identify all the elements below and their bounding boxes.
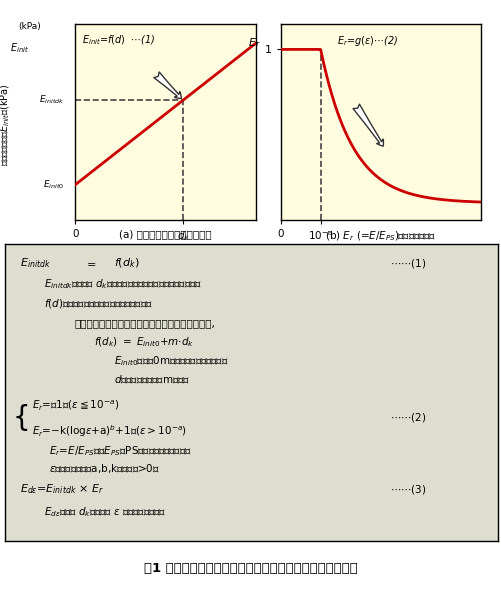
Text: $E_r$: $E_r$ [248,36,261,51]
Text: $E_{initdk}$: $E_{initdk}$ [39,94,64,107]
Text: 図1 基礎地盤の非線形弾性特性を考慮した応力変形解析法: 図1 基礎地盤の非線形弾性特性を考慮した応力変形解析法 [144,562,357,575]
Text: $E_{initdk}$: $E_{initdk}$ [20,256,51,270]
Text: $E_{init}$=$f(d)$  $\cdots$(1): $E_{init}$=$f(d)$ $\cdots$(1) [82,34,156,47]
Text: $\cdots\cdots$(3): $\cdots\cdots$(3) [390,483,426,496]
Text: $d$：深度　　　　　m：定数: $d$：深度 m：定数 [114,373,189,386]
Text: (kPa): (kPa) [19,22,42,32]
Text: $\cdots\cdots$(2): $\cdots\cdots$(2) [390,412,426,424]
Text: 図中には最も簡単な直線近似例を示す。この場合,: 図中には最も簡単な直線近似例を示す。この場合, [74,318,215,328]
Text: $\cdots\cdots$(1): $\cdots\cdots$(1) [390,257,426,270]
Text: 初期弾性係数　$E_{init}$　(kPa): 初期弾性係数 $E_{init}$ (kPa) [0,84,12,166]
Text: $E_{initdk}$　：深度 $d_k$における地盤の初期（盛立前）弾性係数: $E_{initdk}$ ：深度 $d_k$における地盤の初期（盛立前）弾性係数 [45,277,202,291]
Text: $\varepsilon$：ひずみ　　　a,b,k：定数（>0）: $\varepsilon$：ひずみ a,b,k：定数（>0） [50,462,160,475]
Text: $E_{init0}$：深度0mでの地盤の初期弾性係数: $E_{init0}$：深度0mでの地盤の初期弾性係数 [114,355,228,368]
Text: $f(d_k)$: $f(d_k)$ [114,256,139,270]
Text: $f(d)$　：原位置試験結果から得た近似関数: $f(d)$ ：原位置試験結果から得た近似関数 [45,297,153,310]
X-axis label: $10^{-a}$  ひずみ  $\varepsilon$: $10^{-a}$ ひずみ $\varepsilon$ [351,243,411,255]
Text: $E_{init0}$: $E_{init0}$ [43,178,64,191]
Text: (b) $E_r$ (=$E$/$E_{PS}$)とひずみの関係: (b) $E_r$ (=$E$/$E_{PS}$)とひずみの関係 [325,229,436,243]
Text: $=$: $=$ [84,258,96,268]
Text: $E_{d\varepsilon}$=$E_{initdk}$ $\times$ $E_r$: $E_{d\varepsilon}$=$E_{initdk}$ $\times$… [20,483,104,496]
X-axis label: 深度　$d$　(m): 深度 $d$ (m) [142,245,189,258]
Text: $E_r$=$-$k(log$\varepsilon$+a)$^b$+1　($\varepsilon > 10^{-a}$): $E_r$=$-$k(log$\varepsilon$+a)$^b$+1 ($\… [32,424,187,439]
Text: (a) 初期弾性係数と深度の関係: (a) 初期弾性係数と深度の関係 [119,229,211,239]
Text: $E_r$=　1　($\varepsilon \leqq 10^{-a}$): $E_r$= 1 ($\varepsilon \leqq 10^{-a}$) [32,397,119,412]
Text: $f(d_k)$ $=$ $E_{init0}$+m$\cdot$$d_k$: $f(d_k)$ $=$ $E_{init0}$+m$\cdot$$d_k$ [94,336,194,349]
Text: {: { [13,404,30,432]
Text: $E_r$=$g(\epsilon)$$\cdots$(2): $E_r$=$g(\epsilon)$$\cdots$(2) [337,34,398,48]
Text: $E_r$=$E$/$E_{PS}$　　$E_{PS}$：PS検層から得た弾性係数: $E_r$=$E$/$E_{PS}$ $E_{PS}$：PS検層から得た弾性係数 [50,444,192,458]
Text: $E_{init}$: $E_{init}$ [11,40,30,55]
Text: $E_{d\varepsilon}$：深度 $d_k$，ひずみ $\varepsilon$ における弾性係数: $E_{d\varepsilon}$：深度 $d_k$，ひずみ $\vareps… [45,505,166,519]
